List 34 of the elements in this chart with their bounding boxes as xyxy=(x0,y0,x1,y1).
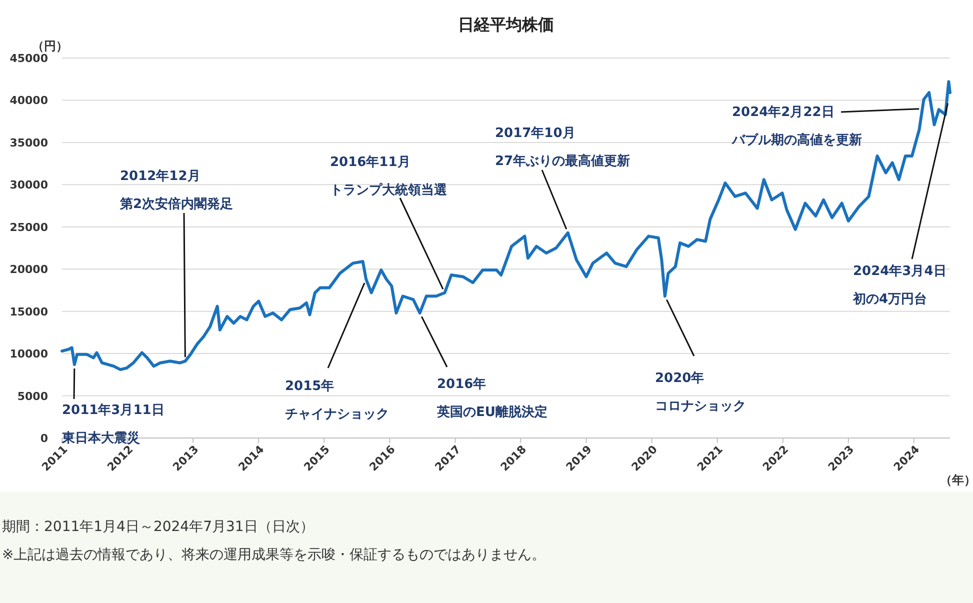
annotation: 2024年2月22日 xyxy=(732,105,834,120)
line-series xyxy=(60,80,952,372)
annotation: 2024年3月4日 xyxy=(853,264,946,279)
annotation: チャイナショック xyxy=(285,407,389,422)
text: ※上記は過去の情報であり、将来の運用成果等を示唆・保証するものではありません。 xyxy=(2,547,546,563)
annotation: 2020年 xyxy=(655,371,704,386)
annotation: コロナショック xyxy=(655,399,746,414)
chart-title: 日経平均株価 xyxy=(458,15,554,34)
x-axis-title: （年） xyxy=(940,473,973,487)
y-axis-title: （円） xyxy=(32,39,68,53)
y-tick-label: 15000 xyxy=(10,305,48,318)
annotation: 2017年10月 xyxy=(495,126,576,141)
annotation: 初の4万円台 xyxy=(852,291,928,307)
annotation: 2011年3月11日 xyxy=(62,403,164,418)
annotation: バブル期の高値を更新 xyxy=(731,132,862,148)
annotation: 2015年 xyxy=(285,379,334,394)
annotation: トランプ大統領当選 xyxy=(330,182,448,198)
annotation: 2012年12月 xyxy=(120,169,200,184)
y-tick-label: 25000 xyxy=(10,220,48,234)
y-tick-label: 5000 xyxy=(17,390,48,403)
annotation: 東日本大震災 xyxy=(61,430,140,446)
annotation: 第2次安倍内閣発足 xyxy=(119,196,234,212)
annotation: 2016年 xyxy=(437,377,486,392)
y-tick-label: 40000 xyxy=(10,94,48,108)
annotation: 英国のEU離脱決定 xyxy=(436,404,548,420)
y-tick-label: 10000 xyxy=(10,348,48,361)
y-tick-label: 0 xyxy=(40,432,48,445)
y-tick-label: 45000 xyxy=(10,52,48,65)
annotation: 2016年11月 xyxy=(330,155,410,170)
annotation: 27年ぶりの最高値更新 xyxy=(495,153,630,169)
y-tick-label: 35000 xyxy=(10,136,48,150)
text: 期間：2011年1月4日～2024年7月31日（日次） xyxy=(2,519,314,535)
y-tick-label: 20000 xyxy=(10,263,48,276)
y-tick-label: 30000 xyxy=(10,178,48,192)
